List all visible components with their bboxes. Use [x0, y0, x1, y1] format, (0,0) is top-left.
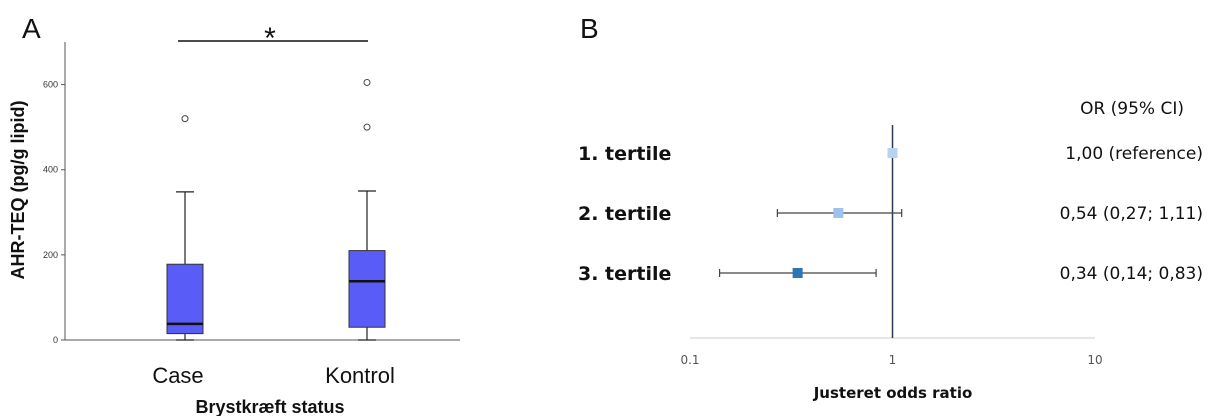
- forest-row-3: 3. tertile 0,34 (0,14; 0,83): [578, 263, 1203, 285]
- y-tick-label: 600: [43, 80, 58, 90]
- y-tick-label: 200: [43, 250, 58, 260]
- x-tick-label-b: 1: [889, 353, 897, 367]
- x-tick-label-b: 10: [1087, 353, 1102, 367]
- ci-value: 0,54 (0,27; 1,11): [1060, 204, 1203, 224]
- x-tick-label-b: 0.1: [680, 353, 699, 367]
- iqr-box: [348, 250, 386, 328]
- panel-a: A * 0 200 400 600 Case Kontrol AHR-TEQ (pg/g…: [8, 13, 460, 416]
- forest-row-1: 1. tertile 1,00 (reference): [578, 143, 1203, 165]
- category-label: Case: [152, 363, 203, 388]
- ci-header: OR (95% CI): [1080, 99, 1184, 119]
- category-labels: Case Kontrol: [152, 363, 395, 388]
- row-label: 1. tertile: [578, 143, 671, 165]
- y-axis-title: AHR-TEQ (pg/g lipid): [8, 101, 28, 280]
- box-case: [166, 115, 204, 341]
- ci-value: 1,00 (reference): [1065, 144, 1203, 164]
- iqr-box: [166, 263, 204, 335]
- forest-row-2: 2. tertile 0,54 (0,27; 1,11): [578, 203, 1203, 225]
- outlier-point: [363, 78, 371, 86]
- boxes: [166, 78, 386, 341]
- point-estimate: [792, 268, 803, 278]
- x-ticks-b: 0.1 1 10: [680, 353, 1102, 367]
- panel-a-letter: A: [22, 13, 41, 44]
- y-tick-label: 400: [43, 165, 58, 175]
- y-ticks: 0 200 400 600: [43, 80, 65, 345]
- significance-bracket: *: [178, 22, 368, 55]
- point-estimate: [887, 148, 898, 158]
- forest-rows: 1. tertile 1,00 (reference) 2. tertile 0,54…: [578, 143, 1203, 285]
- outlier-point: [181, 115, 189, 123]
- row-label: 3. tertile: [578, 263, 671, 285]
- row-label: 2. tertile: [578, 203, 671, 225]
- ci-value: 0,34 (0,14; 0,83): [1060, 264, 1203, 284]
- outlier-point: [363, 123, 371, 131]
- panel-b-letter: B: [580, 13, 599, 44]
- y-tick-label: 0: [53, 335, 58, 345]
- x-axis-title: Brystkræft status: [195, 397, 344, 416]
- category-label: Kontrol: [325, 363, 395, 388]
- x-axis-title-b: Justeret odds ratio: [813, 384, 973, 402]
- box-kontrol: [348, 78, 386, 341]
- significance-star: *: [264, 22, 276, 55]
- panel-b: B OR (95% CI) 1. tertile 1,00 (reference)…: [578, 13, 1203, 402]
- point-estimate: [833, 208, 844, 218]
